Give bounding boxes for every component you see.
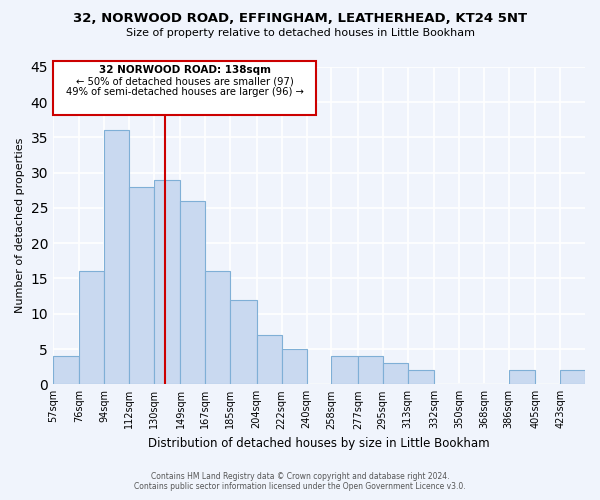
Bar <box>230 300 257 384</box>
Bar <box>281 349 307 384</box>
Text: Size of property relative to detached houses in Little Bookham: Size of property relative to detached ho… <box>125 28 475 38</box>
Text: 32, NORWOOD ROAD, EFFINGHAM, LEATHERHEAD, KT24 5NT: 32, NORWOOD ROAD, EFFINGHAM, LEATHERHEAD… <box>73 12 527 26</box>
Bar <box>154 180 181 384</box>
Text: 49% of semi-detached houses are larger (96) →: 49% of semi-detached houses are larger (… <box>66 86 304 97</box>
Bar <box>79 272 104 384</box>
Y-axis label: Number of detached properties: Number of detached properties <box>15 138 25 314</box>
Bar <box>53 61 316 115</box>
Bar <box>129 187 154 384</box>
Bar <box>205 272 230 384</box>
Bar <box>104 130 129 384</box>
Bar <box>560 370 585 384</box>
Bar <box>257 335 281 384</box>
Bar <box>407 370 434 384</box>
Text: ← 50% of detached houses are smaller (97): ← 50% of detached houses are smaller (97… <box>76 76 293 86</box>
Bar <box>331 356 358 384</box>
Bar <box>383 363 407 384</box>
Text: Contains HM Land Registry data © Crown copyright and database right 2024.
Contai: Contains HM Land Registry data © Crown c… <box>134 472 466 491</box>
Bar <box>509 370 535 384</box>
X-axis label: Distribution of detached houses by size in Little Bookham: Distribution of detached houses by size … <box>148 437 490 450</box>
Bar <box>53 356 79 384</box>
Bar <box>358 356 383 384</box>
Text: 32 NORWOOD ROAD: 138sqm: 32 NORWOOD ROAD: 138sqm <box>98 65 271 75</box>
Bar <box>181 201 205 384</box>
